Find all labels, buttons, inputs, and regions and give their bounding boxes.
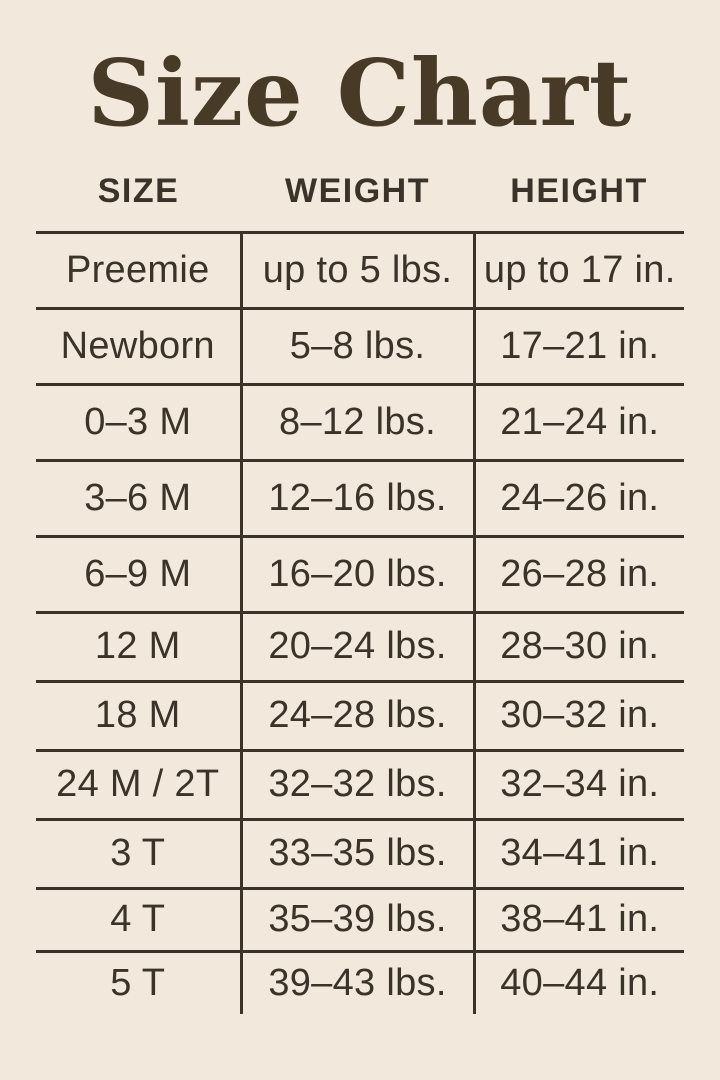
page-title: Size Chart [87,39,633,147]
table-row: 3–6 M 12–16 lbs. 24–26 in. [36,458,684,536]
weight-cell: 24–28 lbs. [239,679,474,750]
height-cell: 26–28 in. [472,534,684,612]
size-cell: 12 M [36,610,241,681]
weight-cell: up to 5 lbs. [239,230,474,308]
table-row: 5 T 39–43 lbs. 40–44 in. [36,949,684,1014]
weight-cell: 8–12 lbs. [239,382,474,460]
table-row: 4 T 35–39 lbs. 38–41 in. [36,886,684,951]
table-header: SIZE WEIGHT HEIGHT [36,152,684,234]
weight-cell: 33–35 lbs. [239,817,474,888]
height-cell: up to 17 in. [472,230,684,308]
size-cell: Preemie [36,230,241,308]
weight-cell: 12–16 lbs. [239,458,474,536]
height-cell: 17–21 in. [472,306,684,384]
column-header-size: SIZE [36,152,241,234]
height-cell: 38–41 in. [472,886,684,951]
table-row: 24 M / 2T 32–32 lbs. 32–34 in. [36,748,684,819]
table-row: 0–3 M 8–12 lbs. 21–24 in. [36,382,684,460]
table-row: Preemie up to 5 lbs. up to 17 in. [36,230,684,308]
weight-cell: 32–32 lbs. [239,748,474,819]
weight-cell: 20–24 lbs. [239,610,474,681]
size-cell: 0–3 M [36,382,241,460]
header-row: SIZE WEIGHT HEIGHT [36,152,684,234]
height-cell: 28–30 in. [472,610,684,681]
size-cell: Newborn [36,306,241,384]
size-chart-table: SIZE WEIGHT HEIGHT Preemie up to 5 lbs. up… [36,152,684,1014]
size-cell: 5 T [36,949,241,1014]
height-cell: 21–24 in. [472,382,684,460]
table-row: 6–9 M 16–20 lbs. 26–28 in. [36,534,684,612]
weight-cell: 39–43 lbs. [239,949,474,1014]
size-cell: 3 T [36,817,241,888]
size-cell: 4 T [36,886,241,951]
table-row: 18 M 24–28 lbs. 30–32 in. [36,679,684,750]
size-cell: 24 M / 2T [36,748,241,819]
table-body: Preemie up to 5 lbs. up to 17 in. Newborn 5–… [36,230,684,1014]
size-cell: 18 M [36,679,241,750]
column-header-height: HEIGHT [474,152,684,234]
table-row: 12 M 20–24 lbs. 28–30 in. [36,610,684,681]
height-cell: 34–41 in. [472,817,684,888]
height-cell: 24–26 in. [472,458,684,536]
weight-cell: 5–8 lbs. [239,306,474,384]
height-cell: 30–32 in. [472,679,684,750]
column-header-weight: WEIGHT [241,152,474,234]
height-cell: 32–34 in. [472,748,684,819]
weight-cell: 35–39 lbs. [239,886,474,951]
table-row: 3 T 33–35 lbs. 34–41 in. [36,817,684,888]
size-cell: 3–6 M [36,458,241,536]
weight-cell: 16–20 lbs. [239,534,474,612]
height-cell: 40–44 in. [472,949,684,1014]
size-cell: 6–9 M [36,534,241,612]
table-row: Newborn 5–8 lbs. 17–21 in. [36,306,684,384]
